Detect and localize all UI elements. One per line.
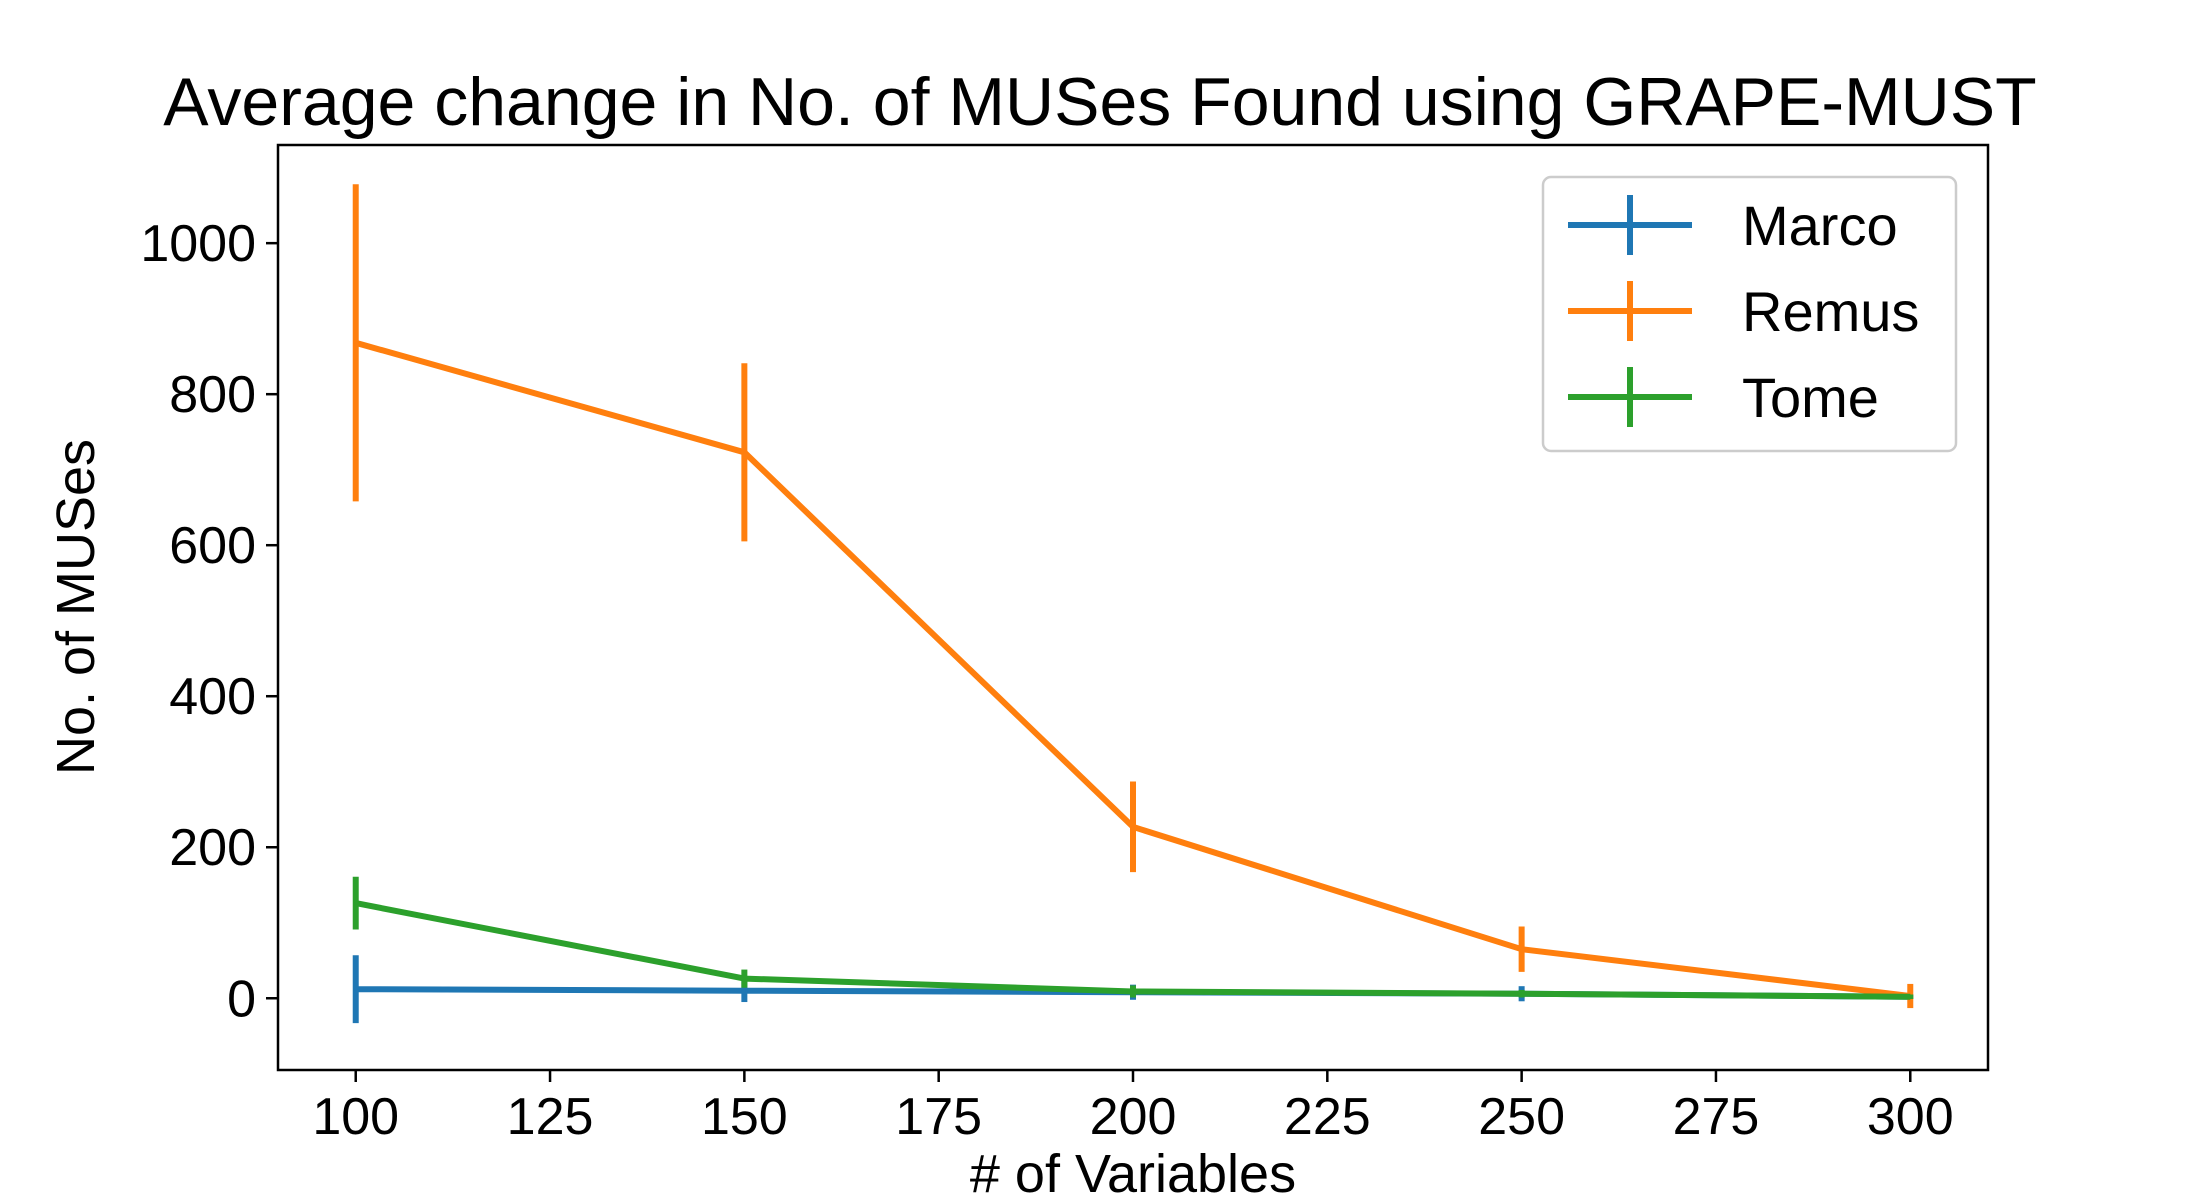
x-tick-label: 275 — [1673, 1088, 1760, 1146]
data-point-tome — [1908, 995, 1912, 999]
legend-label: Remus — [1742, 280, 1919, 343]
x-tick-label: 250 — [1478, 1088, 1565, 1146]
data-point-marco — [354, 987, 358, 991]
legend-label: Tome — [1742, 366, 1879, 429]
legend-item-remus: Remus — [1568, 280, 1919, 343]
data-point-remus — [1520, 947, 1524, 951]
x-tick-label: 300 — [1867, 1088, 1954, 1146]
x-tick-label: 200 — [1090, 1088, 1177, 1146]
y-tick-label: 800 — [169, 366, 256, 424]
y-tick-label: 200 — [169, 819, 256, 877]
legend-item-marco: Marco — [1568, 194, 1898, 257]
y-axis-label: No. of MUSes — [46, 439, 106, 775]
x-axis: 100 125 150 175 200 225 250 275 300 — [312, 1070, 1954, 1146]
y-tick-label: 0 — [227, 970, 256, 1028]
data-point-tome — [354, 901, 358, 905]
series-layer — [352, 184, 1914, 1024]
x-tick-label: 125 — [507, 1088, 594, 1146]
series-tome — [352, 876, 1914, 1000]
x-axis-label: # of Variables — [970, 1144, 1296, 1200]
series-remus — [352, 184, 1914, 1009]
chart-title: Average change in No. of MUSes Found usi… — [163, 64, 2036, 140]
data-point-tome — [1520, 992, 1524, 996]
y-tick-label: 600 — [169, 517, 256, 575]
x-tick-label: 225 — [1284, 1088, 1371, 1146]
data-point-remus — [354, 341, 358, 345]
legend-label: Marco — [1742, 194, 1898, 257]
x-tick-label: 100 — [312, 1088, 399, 1146]
legend: Marco Remus Tome — [1541, 175, 1958, 453]
x-tick-label: 175 — [895, 1088, 982, 1146]
data-point-remus — [742, 450, 746, 454]
legend-frame — [1541, 175, 1958, 453]
data-point-remus — [1131, 825, 1135, 829]
data-point-tome — [742, 977, 746, 981]
y-tick-label: 1000 — [140, 215, 256, 273]
data-point-tome — [1131, 989, 1135, 993]
x-tick-label: 150 — [701, 1088, 788, 1146]
y-axis: 0 200 400 600 800 1000 — [140, 215, 278, 1028]
data-point-marco — [742, 989, 746, 993]
legend-item-tome: Tome — [1568, 366, 1879, 429]
series-line-tome — [355, 900, 1911, 1000]
y-tick-label: 400 — [169, 668, 256, 726]
